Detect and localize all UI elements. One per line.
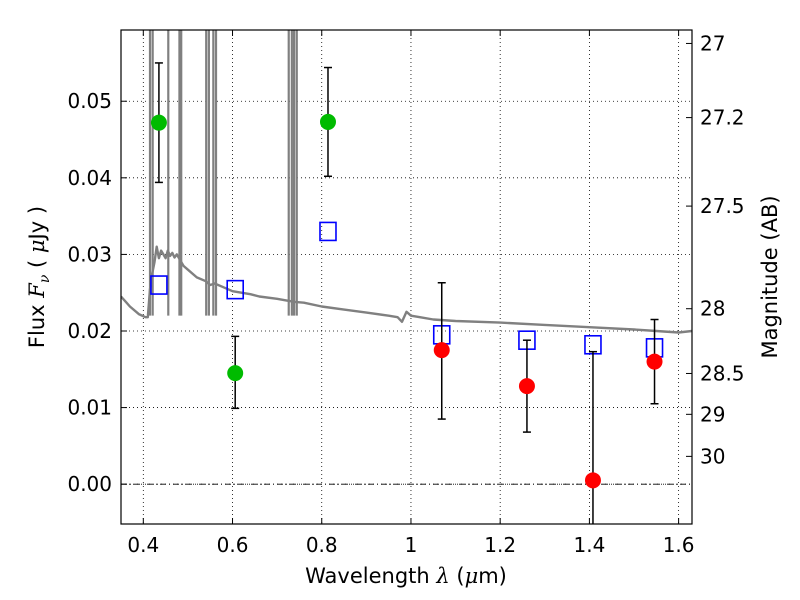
y-tick-label: 0.04: [67, 166, 112, 190]
spectrum-line: [121, 245, 692, 334]
x-axis-label: Wavelength λ (μm): [305, 564, 507, 588]
model-square-marker: [319, 221, 337, 242]
data-point: [227, 365, 244, 382]
y-tick-label: 0.01: [67, 396, 112, 420]
data-point: [518, 378, 535, 395]
x-tick-label: 1: [405, 533, 418, 557]
plot-frame: [120, 29, 693, 525]
y2-axis-label: Magnitude (AB): [758, 195, 782, 358]
x-tick-label: 0.8: [306, 533, 338, 557]
emission-lines: [148, 30, 298, 316]
y2-tick-label: 27.2: [700, 106, 745, 130]
y-tick-label: 0.03: [67, 242, 112, 266]
x-tick-label: 1.6: [663, 533, 695, 557]
data-point: [150, 114, 167, 131]
model-spectrum: [121, 245, 692, 334]
data-point: [646, 353, 663, 370]
x-tick-label: 1.2: [484, 533, 516, 557]
axis-ticks: 0.4 0.6 0.8 1 1.2 1.4 1.6 0.00 0.01 0.02 0.03 0.04 0…: [67, 30, 745, 557]
data-point: [319, 113, 336, 130]
y-tick-label: 0.05: [67, 89, 112, 113]
y2-tick-label: 27.5: [700, 194, 745, 218]
observed-points: [150, 113, 663, 489]
y2-tick-label: 30: [700, 444, 725, 468]
y2-tick-label: 28.5: [700, 361, 745, 385]
model-square-marker: [150, 275, 168, 295]
x-tick-label: 0.6: [217, 533, 249, 557]
plot-area: [121, 30, 692, 524]
data-point: [433, 342, 450, 359]
data-point: [584, 472, 601, 489]
y2-tick-label: 29: [700, 402, 725, 426]
y-tick-label: 0.02: [67, 319, 112, 343]
x-tick-label: 0.4: [127, 533, 159, 557]
y-axis-label: Flux Fν ( μJy ): [25, 206, 53, 348]
model-square-marker: [226, 279, 244, 300]
x-tick-label: 1.4: [573, 533, 605, 557]
y-tick-label: 0.00: [67, 472, 112, 496]
y2-tick-label: 28: [700, 297, 725, 321]
y2-tick-label: 27: [700, 31, 725, 55]
